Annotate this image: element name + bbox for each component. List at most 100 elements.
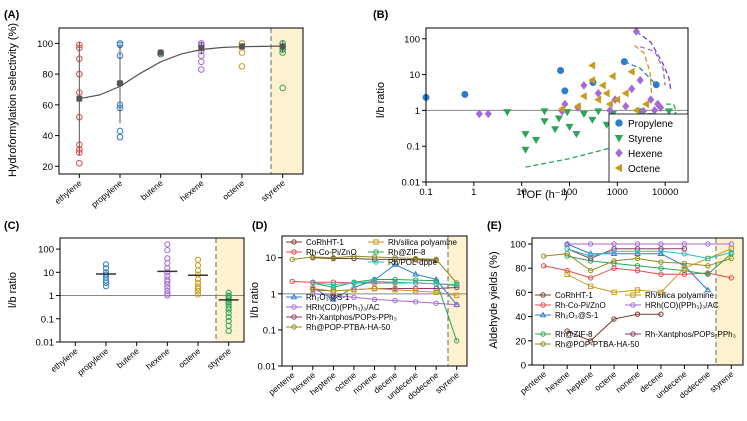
- panel-b-point-styrene: [532, 137, 541, 145]
- panel-c-point: [225, 306, 232, 313]
- panel-b-point-propylene: [620, 58, 628, 66]
- panel-a-marks: 20 40 60 80 100 ethylene propylene butene hexene…: [37, 39, 287, 210]
- panel-a-point: [238, 49, 246, 56]
- panel-b-label: (B): [373, 9, 389, 21]
- panel-b-point-styrene: [521, 146, 530, 154]
- panel-a-xtick-label: octene: [220, 178, 246, 202]
- panel-d-legend-label: Rh-Xantphos/POPs-PPh₃: [306, 313, 397, 322]
- panel-b-point-styrene: [572, 131, 581, 139]
- panel-d-series-point: [392, 276, 398, 283]
- panel-a-point: [198, 66, 205, 73]
- panel-e-series-point: [564, 271, 570, 277]
- panel-d-series-point: [433, 278, 439, 284]
- panel-d-legend-marker: [291, 314, 297, 320]
- panel-b-point-propylene: [557, 67, 565, 75]
- panel-b-ytick-label: 0.01: [402, 178, 421, 189]
- panel-d-series-point: [330, 295, 337, 302]
- panel-d-label: (D): [252, 220, 268, 232]
- panel-c-xtick-label: butene: [115, 346, 142, 371]
- panel-e-xtick-label: heptene: [565, 369, 595, 397]
- panel-d-series-point: [433, 256, 439, 263]
- panel-b-point-styrene: [565, 123, 574, 131]
- panel-a-ytick-label: 100: [37, 39, 53, 50]
- panel-a-label: (A): [4, 9, 20, 21]
- panel-e-series-point: [728, 249, 734, 256]
- panel-d-ytick-label: 1: [271, 289, 276, 300]
- panel-d-series-point: [433, 300, 439, 306]
- panel-d-legend-marker: [373, 249, 379, 255]
- panel-a-point: [116, 127, 124, 135]
- panel-b-xtick-label: 10: [516, 187, 527, 198]
- panel-b-legend-label: Octene: [628, 164, 661, 175]
- panel-d-series-point: [412, 280, 419, 286]
- panel-a: (A) Hydroformylation selectivity (%) 20 4…: [4, 9, 304, 210]
- panel-d-axes-box: [281, 235, 468, 367]
- panel-b-axes-box: [425, 27, 689, 183]
- panel-c-point: [225, 309, 232, 316]
- panel-c-point: [194, 291, 202, 298]
- panel-a-ytick-label: 20: [42, 162, 53, 173]
- panel-d-legend-label: Rh-Co-Pi/ZnO: [306, 248, 357, 257]
- panel-b-point-styrene: [602, 121, 611, 129]
- panel-e-series-point: [587, 250, 594, 256]
- panel-b-legend-marker: [614, 134, 624, 143]
- panel-c-point: [194, 288, 202, 295]
- panel-a-mean: [157, 49, 164, 56]
- panel-d-series-point: [371, 285, 378, 292]
- panel-c-point: [194, 262, 202, 269]
- panel-c-point: [164, 292, 171, 299]
- panel-e-series-point: [587, 267, 594, 274]
- panel-b-point-styrene: [588, 116, 597, 124]
- panel-e-xtick-label: styrene: [708, 369, 736, 395]
- panel-d-series-point: [392, 279, 398, 285]
- panel-e-ytick-label: 80: [515, 264, 526, 275]
- panel-c-point: [164, 290, 171, 297]
- panel-e-legend-label: Rh-Xantphos/POPs-PPh₃: [645, 330, 736, 339]
- panel-d-legend-label: Rh/POL-dppe: [388, 258, 437, 267]
- panel-c-point: [164, 278, 171, 285]
- panel-d-series-point: [289, 256, 295, 263]
- panel-b-point-hexene: [622, 102, 630, 111]
- panel-e-legend-marker: [540, 331, 546, 337]
- panel-d-series-point: [412, 299, 419, 305]
- panel-c-ytick-label: 0.01: [36, 338, 55, 349]
- panel-b-trend-line: [640, 46, 666, 86]
- panel-a-styrene-highlight: [271, 28, 303, 174]
- panel-e-series-point: [587, 338, 594, 344]
- panel-e-legend-marker: [630, 302, 636, 308]
- panel-e-series-point: [704, 286, 712, 293]
- panel-e-series-point: [658, 259, 664, 265]
- panel-b-legend-items: Propylene Styrene Hexene Octene: [614, 119, 673, 175]
- panel-c-point: [194, 285, 202, 292]
- panel-b-point-hexene: [628, 84, 636, 94]
- panel-b-point-octene: [621, 89, 629, 98]
- panel-d-series-point: [433, 289, 439, 296]
- panel-b-legend-marker: [615, 119, 623, 127]
- panel-c: (C) l/b ratio 0.010.1110100ethylenepropy…: [4, 220, 245, 378]
- panel-a-xtick-label: ethylene: [53, 178, 84, 206]
- panel-e-legend-marker: [540, 302, 546, 308]
- panel-e-series-point: [658, 248, 664, 254]
- panel-e-legend-label: CoRhHT-1: [555, 291, 593, 300]
- panel-b-point-hexene: [636, 75, 644, 85]
- panel-e-series-line: [567, 313, 661, 342]
- panel-b-point-octene: [557, 104, 565, 113]
- panel-e-series-line: [567, 253, 732, 275]
- panel-b-point-styrene: [540, 118, 549, 126]
- panel-d-ytick-label: 0.01: [258, 362, 277, 373]
- panel-b-point-hexene: [647, 95, 655, 104]
- panel-c-ytick-label: 100: [38, 245, 54, 256]
- panel-e-series-point: [728, 255, 734, 262]
- panel-b-legend-box: [608, 113, 689, 183]
- panel-d-legend-label: Rh@POP-PTBA-HA-50: [306, 323, 391, 332]
- panel-b-point-styrene: [540, 108, 549, 116]
- panel-b-point-hexene: [656, 103, 665, 112]
- panel-d-legend-marker: [291, 304, 297, 310]
- panel-e-series-point: [611, 316, 617, 322]
- panel-d-series-point: [454, 338, 460, 344]
- panel-c-point: [102, 279, 110, 287]
- panel-d-series-point: [412, 255, 419, 262]
- panel-c-point: [102, 283, 110, 290]
- panel-c-point: [194, 267, 202, 274]
